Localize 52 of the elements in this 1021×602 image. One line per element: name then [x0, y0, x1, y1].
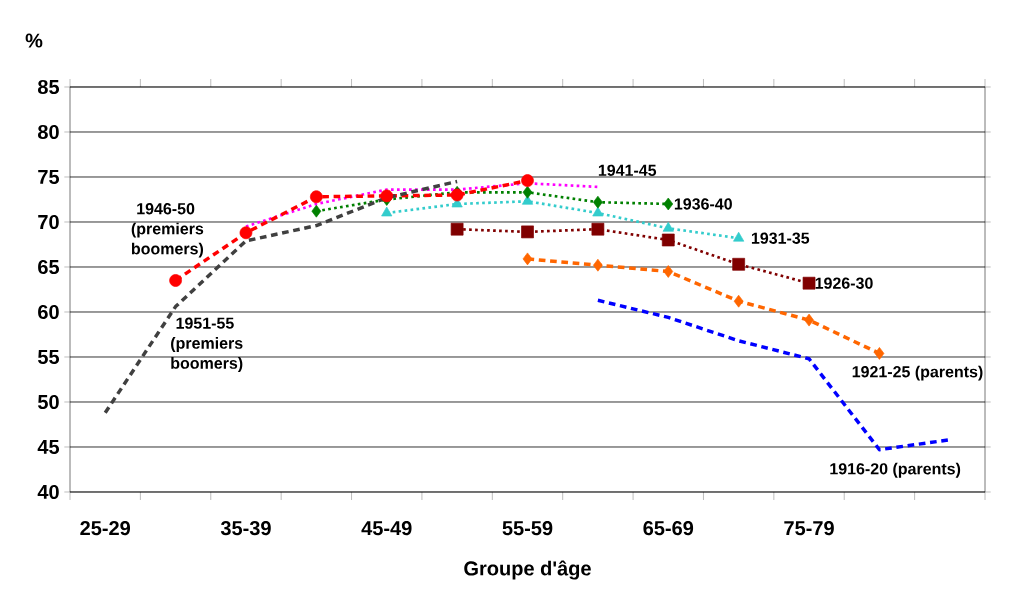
point	[733, 294, 744, 308]
point	[381, 206, 393, 217]
point	[593, 195, 603, 209]
x-tick-label: 35-39	[220, 521, 271, 536]
series-label: 1946-50 (premiers boomers)	[131, 203, 204, 258]
point	[591, 222, 605, 236]
point	[522, 252, 533, 266]
x-tick-label: 75-79	[784, 521, 834, 536]
y-tick-label: 80	[37, 124, 59, 140]
point	[169, 274, 182, 287]
x-tick-label: 45-49	[361, 521, 412, 536]
point	[874, 347, 885, 360]
x-tick-label: 55-59	[502, 521, 553, 536]
point	[380, 189, 394, 203]
point	[239, 226, 253, 240]
series-label: 1941-45	[598, 164, 657, 176]
point	[593, 258, 603, 272]
point	[522, 185, 533, 199]
point	[663, 265, 674, 278]
y-tick-label: 55	[37, 350, 60, 364]
x-tick-label: 65-69	[643, 521, 694, 536]
y-tick-label: 45	[37, 440, 60, 454]
series-label: 1936-40	[674, 198, 732, 210]
series-label: 1921-25 (parents)	[852, 365, 983, 381]
point	[310, 190, 323, 204]
point	[804, 313, 814, 327]
point	[592, 206, 604, 217]
point	[450, 222, 464, 236]
y-tick-label: 40	[37, 484, 59, 500]
line-series	[103, 179, 459, 415]
x-tick-label: 25-29	[80, 521, 131, 536]
series-label: 1916-20 (parents)	[830, 462, 961, 478]
y-tick-label: 70	[38, 214, 59, 230]
y-axis-title: %	[25, 33, 43, 48]
point	[733, 231, 745, 242]
point	[521, 174, 534, 187]
y-tick-label: 50	[37, 394, 59, 410]
series-label: 1951-55 (premiers boomers)	[171, 317, 243, 373]
point	[662, 221, 674, 232]
y-tick-label: 60	[38, 304, 59, 320]
x-axis-title: Groupe d'âge	[464, 560, 591, 580]
y-tick-label: 85	[37, 79, 60, 95]
point	[521, 225, 534, 239]
y-tick-label: 65	[38, 259, 60, 275]
series-label: 1931-35	[751, 232, 810, 244]
point	[311, 204, 322, 218]
point	[663, 197, 674, 211]
point	[661, 233, 675, 247]
series-label: 1926-30	[815, 277, 873, 289]
point	[732, 257, 745, 271]
point	[802, 276, 816, 290]
y-tick-label: 75	[38, 170, 60, 184]
